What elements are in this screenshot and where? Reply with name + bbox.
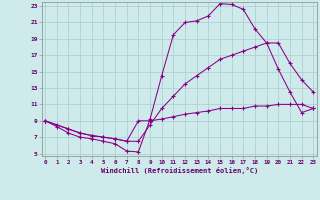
X-axis label: Windchill (Refroidissement éolien,°C): Windchill (Refroidissement éolien,°C)	[100, 167, 258, 174]
